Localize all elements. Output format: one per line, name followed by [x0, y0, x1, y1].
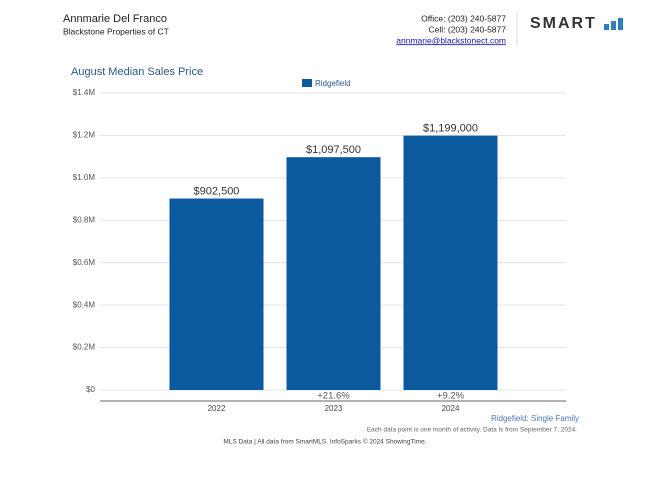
agent-name: Annmarie Del Franco: [63, 13, 167, 25]
footer: MLS Data | All data from SmartMLS. InfoS…: [223, 438, 426, 446]
value-label: $902,500: [194, 185, 240, 197]
office-phone: Office: (203) 240-5877: [421, 13, 506, 23]
email-link[interactable]: annmarie@blackstonect.com: [396, 35, 506, 45]
logo-bars: [604, 18, 623, 30]
legend-swatch: [302, 79, 312, 87]
chart-note: Each data point is one month of activity…: [367, 427, 577, 434]
y-tick-label: $1.2M: [73, 131, 96, 140]
value-label: $1,199,000: [423, 123, 478, 135]
change-label: +9.2%: [437, 391, 465, 402]
y-tick-label: $0.8M: [73, 215, 96, 224]
agent-company: Blackstone Properties of CT: [63, 26, 169, 36]
y-tick-label: $0.6M: [73, 258, 96, 267]
x-tick-label: 2022: [208, 404, 226, 413]
chart-subtitle: Ridgefield: Single Family: [491, 414, 579, 423]
x-tick-label: 2023: [325, 404, 343, 413]
bar: [403, 135, 498, 390]
x-tick-label: 2024: [442, 404, 460, 413]
y-tick-label: $0: [86, 385, 95, 394]
bar: [169, 198, 264, 390]
y-tick-label: $0.4M: [73, 300, 96, 309]
logo: SMART: [530, 15, 597, 32]
value-label: $1,097,500: [306, 144, 361, 156]
legend-label: Ridgefield: [315, 79, 351, 88]
chart-title: August Median Sales Price: [71, 66, 203, 78]
y-tick-label: $0.2M: [73, 343, 96, 352]
y-tick-label: $1.0M: [73, 173, 96, 182]
cell-phone: Cell: (203) 240-5877: [429, 24, 507, 34]
change-label: +21.6%: [317, 391, 350, 402]
bar: [286, 157, 381, 390]
y-tick-label: $1.4M: [73, 88, 96, 97]
